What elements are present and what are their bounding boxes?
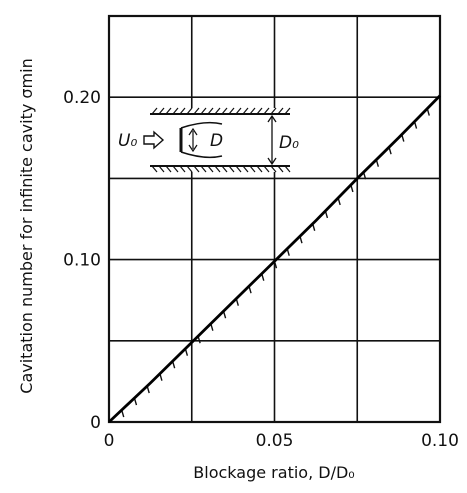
inset-label-channel-height: D₀ [279,133,299,153]
flow-arrow-icon [143,130,165,150]
y-tick-label: 0.20 [63,88,101,108]
lower-wall-hatch [165,165,172,173]
plot-frame [107,14,442,424]
upper-wall-hatch [249,107,256,115]
upper-wall-hatch [221,107,228,115]
lower-wall-hatch [172,165,179,173]
upper-wall-hatch [270,107,277,115]
upper-wall-hatch [277,107,284,115]
lower-wall-hatch [228,165,235,173]
y-tick-label: 0 [90,413,101,433]
x-tick-label: 0.10 [421,431,459,451]
lower-wall-hatch [242,165,249,173]
lower-wall-hatch [200,165,207,173]
disk-dimension-arrows [188,127,198,153]
lower-wall-hatch [179,165,186,173]
upper-wall-hatch [263,107,270,115]
upper-wall-hatch [200,107,207,115]
lower-wall-hatch [193,165,200,173]
x-axis-label: Blockage ratio, D/D₀ [193,463,354,482]
y-axis-label: Cavitation number for infinite cavity σm… [17,58,36,393]
upper-wall-hatch [214,107,221,115]
y-tick-label: 0.10 [63,251,101,271]
lower-wall-hatch [214,165,221,173]
x-tick-label: 0 [104,431,115,451]
lower-wall-hatch [207,165,214,173]
grid-layer [109,16,440,422]
lower-wall-hatch [221,165,228,173]
cavity-outline [180,121,223,159]
lower-wall-hatch [263,165,270,173]
upper-wall-hatch [284,107,291,115]
lower-wall-hatch [249,165,256,173]
y-tick-labels: 0 0.10 0.20 [63,88,101,433]
inset-label-velocity: U₀ [118,131,137,151]
upper-wall-hatch [186,107,193,115]
upper-wall-hatch [256,107,263,115]
x-tick-labels: 0 0.05 0.10 [104,431,459,451]
inset-diagram: U₀ D D₀ [112,107,308,173]
lower-wall-hatch [256,165,263,173]
lower-wall-hatch [235,165,242,173]
upper-wall-hatch [151,107,158,115]
series-line [108,94,441,424]
lower-wall-hatch [277,165,284,173]
inset-label-disk-diameter: D [210,131,223,151]
x-tick-label: 0.05 [256,431,294,451]
upper-wall-hatch [193,107,200,115]
upper-wall-hatch [242,107,249,115]
lower-wall-hatch [158,165,165,173]
upper-wall-hatch [158,107,165,115]
upper-wall-hatch [228,107,235,115]
upper-wall-hatch [235,107,242,115]
upper-wall-hatch [207,107,214,115]
lower-wall-hatch [151,165,158,173]
lower-wall-hatch [284,165,291,173]
lower-wall-hatch [186,165,193,173]
lower-wall-hatch [270,165,277,173]
upper-wall-hatch [165,107,172,115]
upper-wall-hatch [172,107,179,115]
channel-dimension-arrows [267,114,277,166]
upper-wall-hatch [179,107,186,115]
wall-hatching [151,107,291,173]
